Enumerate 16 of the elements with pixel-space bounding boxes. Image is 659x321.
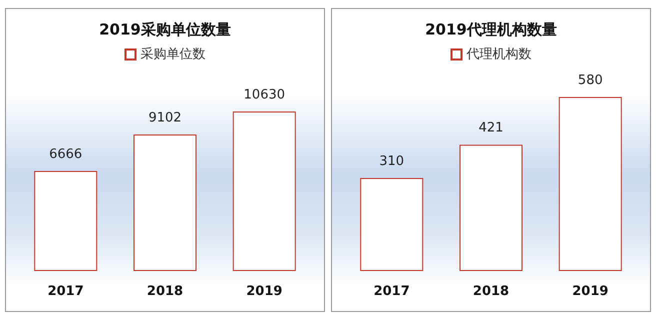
x-tick-label: 2017 (48, 284, 84, 299)
chart-title: 2019采购单位数量 (99, 20, 231, 38)
data-label: 421 (478, 120, 504, 136)
legend-label: 代理机构数 (466, 47, 532, 62)
data-label: 6666 (49, 147, 82, 162)
legend-label: 采购单位数 (140, 47, 206, 62)
x-tick-label: 2018 (472, 284, 510, 299)
data-label: 580 (578, 73, 603, 88)
data-label: 10630 (244, 88, 286, 103)
x-tick-label: 2018 (146, 284, 184, 299)
data-label: 9102 (148, 110, 182, 126)
x-tick-label: 2017 (374, 284, 410, 299)
data-label: 310 (379, 154, 404, 169)
chart-title: 2019代理机构数量 (425, 20, 557, 38)
x-tick-label: 2019 (572, 284, 608, 299)
x-tick-label: 2019 (246, 284, 282, 299)
